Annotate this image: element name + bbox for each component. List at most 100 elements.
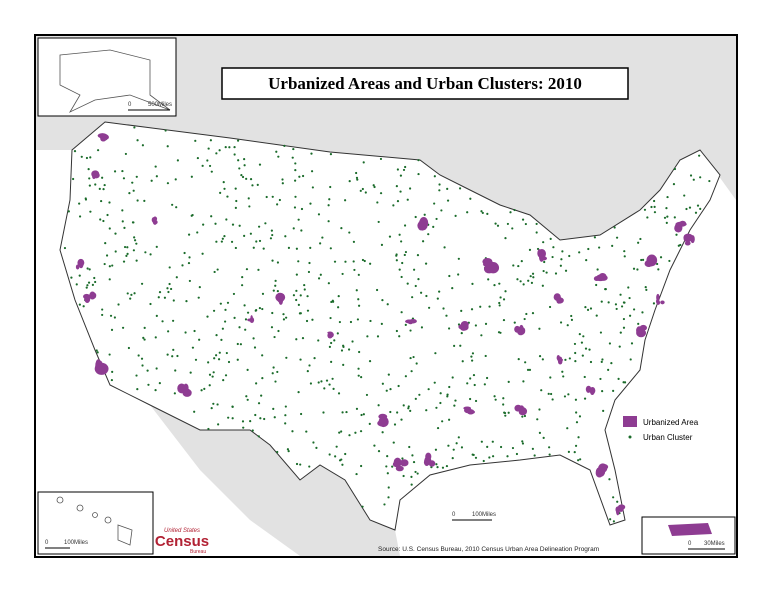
urban-cluster — [589, 307, 593, 310]
urban-cluster — [532, 276, 535, 279]
urban-cluster — [108, 201, 111, 204]
urban-cluster — [653, 199, 656, 203]
urban-cluster — [420, 326, 424, 329]
urban-cluster — [696, 204, 700, 207]
urbanized-area — [278, 297, 283, 305]
urban-cluster — [585, 259, 588, 262]
urban-cluster — [347, 348, 351, 351]
urbanized-area — [514, 325, 521, 333]
urban-cluster — [216, 403, 219, 406]
urban-cluster — [443, 246, 446, 249]
urban-cluster — [410, 483, 413, 486]
urban-cluster — [399, 174, 403, 177]
urban-cluster — [689, 174, 693, 177]
urban-cluster — [616, 500, 619, 503]
urban-cluster — [548, 453, 551, 456]
urban-cluster — [189, 371, 192, 374]
urban-cluster — [222, 379, 225, 382]
urban-cluster — [108, 353, 111, 356]
urban-cluster — [355, 289, 358, 292]
urban-cluster — [317, 339, 320, 342]
urban-cluster — [245, 268, 249, 271]
urban-cluster — [400, 240, 403, 243]
urban-cluster — [87, 168, 90, 171]
urban-cluster — [564, 269, 568, 272]
urban-cluster — [357, 374, 360, 377]
urban-cluster — [122, 177, 126, 180]
urban-cluster — [315, 446, 318, 449]
urban-cluster — [611, 244, 614, 248]
urban-cluster — [608, 342, 612, 345]
urban-cluster — [521, 440, 524, 443]
urban-cluster — [86, 284, 89, 287]
urban-cluster — [254, 413, 257, 417]
urban-features — [63, 126, 711, 523]
urban-cluster — [595, 283, 598, 287]
urban-cluster — [409, 329, 412, 332]
urban-cluster — [461, 360, 464, 363]
urban-cluster — [310, 152, 313, 155]
urban-cluster — [438, 183, 441, 186]
urban-cluster — [236, 139, 240, 142]
urbanized-area — [595, 468, 604, 478]
urban-cluster — [299, 358, 302, 361]
urban-cluster — [386, 455, 389, 458]
urbanized-area — [593, 276, 600, 282]
legend-label: Urban Cluster — [643, 433, 693, 442]
urban-cluster — [615, 307, 618, 311]
urban-cluster — [224, 320, 227, 323]
urban-cluster — [416, 472, 419, 475]
urban-cluster — [215, 240, 218, 243]
urban-cluster — [460, 332, 463, 335]
urban-cluster — [336, 332, 339, 335]
urban-cluster — [317, 277, 321, 280]
urban-cluster — [300, 207, 304, 211]
urban-cluster — [155, 245, 158, 248]
urban-cluster — [140, 357, 144, 360]
urban-cluster — [543, 260, 546, 264]
urban-cluster — [284, 405, 287, 408]
urban-cluster — [278, 198, 281, 202]
urban-cluster — [675, 233, 678, 236]
urban-cluster — [474, 399, 478, 403]
urban-cluster — [632, 267, 636, 270]
legend-label: Urbanized Area — [643, 418, 699, 427]
urban-cluster — [234, 206, 237, 210]
urban-cluster — [210, 170, 213, 173]
urban-cluster — [309, 202, 312, 205]
urban-cluster — [623, 250, 626, 253]
urban-cluster — [533, 454, 536, 457]
urban-cluster — [257, 435, 260, 438]
urban-cluster — [498, 304, 501, 307]
urban-cluster — [262, 247, 265, 250]
urban-cluster — [451, 287, 454, 290]
urban-cluster — [398, 233, 401, 236]
urban-cluster — [613, 226, 616, 229]
urban-cluster — [328, 345, 331, 348]
urban-cluster — [150, 179, 153, 182]
urban-cluster — [355, 407, 359, 410]
urban-cluster — [416, 253, 420, 257]
urban-cluster — [333, 260, 337, 263]
urban-cluster — [344, 452, 347, 456]
urban-cluster — [402, 474, 405, 478]
urban-cluster — [561, 370, 564, 373]
urban-cluster — [469, 377, 472, 380]
urbanized-area — [674, 224, 681, 232]
urban-cluster — [441, 466, 445, 469]
urban-cluster — [542, 241, 545, 244]
urban-cluster — [409, 356, 412, 360]
urban-cluster — [393, 423, 397, 426]
urban-cluster — [147, 383, 150, 386]
urban-cluster — [445, 314, 448, 317]
urban-cluster — [513, 321, 516, 324]
urban-cluster — [167, 290, 170, 294]
urban-cluster — [133, 126, 136, 129]
urban-cluster — [294, 169, 297, 172]
urban-cluster — [685, 207, 688, 211]
logo-bottom: Bureau — [190, 549, 206, 555]
urban-cluster — [369, 262, 372, 265]
urban-cluster — [564, 358, 567, 361]
urban-cluster — [637, 322, 640, 325]
